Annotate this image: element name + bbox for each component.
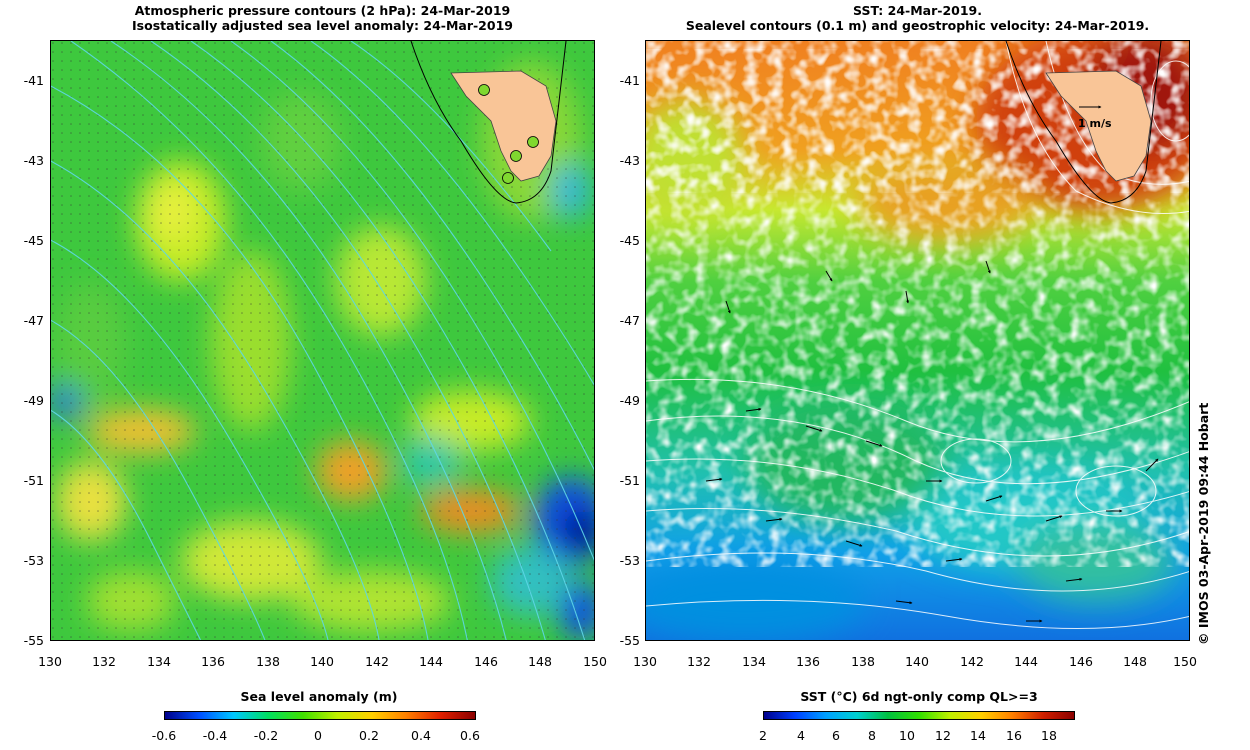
colorbar-tick-right: 6 [832, 728, 840, 743]
sea-level-anomaly-map [51, 41, 594, 640]
sea-level-colorbar [164, 711, 476, 720]
lat-tick: -45 [23, 233, 44, 248]
colorbar-tick: 0.2 [359, 728, 379, 743]
lat-tick: -47 [23, 313, 44, 328]
lat-tick-right: -55 [619, 633, 640, 648]
sst-colorbar [763, 711, 1075, 720]
colorbar-tick-right: 16 [1006, 728, 1022, 743]
right-map-panel: 1 m/s [645, 40, 1190, 641]
lon-tick-right: 132 [687, 654, 711, 669]
lon-tick: 148 [528, 654, 552, 669]
right-colorbar-label: SST (°C) 6d ngt-only comp QL>=3 [800, 689, 1038, 704]
lon-tick-right: 138 [851, 654, 875, 669]
lon-tick-right: 150 [1173, 654, 1197, 669]
lon-tick: 142 [365, 654, 389, 669]
velocity-scale-label: 1 m/s [1078, 117, 1112, 130]
lat-tick-right: -47 [619, 313, 640, 328]
colorbar-tick-right: 8 [868, 728, 876, 743]
lon-tick-right: 140 [905, 654, 929, 669]
imos-credit: © IMOS 03-Apr-2019 09:44 Hobart [1196, 402, 1211, 645]
colorbar-tick: 0.4 [411, 728, 431, 743]
lon-tick: 136 [201, 654, 225, 669]
lat-tick: -41 [23, 73, 44, 88]
colorbar-tick-right: 14 [970, 728, 986, 743]
lon-tick: 140 [310, 654, 334, 669]
lat-tick-right: -43 [619, 153, 640, 168]
lat-tick-right: -51 [619, 473, 640, 488]
tasmania-landmass [450, 70, 557, 182]
lat-tick-right: -41 [619, 73, 640, 88]
left-title: Atmospheric pressure contours (2 hPa): 2… [50, 3, 595, 33]
colorbar-tick: 0.6 [460, 728, 480, 743]
lon-tick-right: 148 [1123, 654, 1147, 669]
colorbar-tick-right: 18 [1041, 728, 1057, 743]
colorbar-tick: -0.6 [151, 728, 177, 743]
lat-tick: -43 [23, 153, 44, 168]
lon-tick: 132 [92, 654, 116, 669]
colorbar-tick-right: 10 [899, 728, 915, 743]
lat-tick: -55 [23, 633, 44, 648]
lat-tick: -49 [23, 393, 44, 408]
left-colorbar-label: Sea level anomaly (m) [240, 689, 398, 704]
left-title-line1: Atmospheric pressure contours (2 hPa): 2… [134, 3, 511, 18]
lon-tick: 134 [147, 654, 171, 669]
lon-tick-right: 144 [1014, 654, 1038, 669]
lon-tick: 150 [583, 654, 607, 669]
lon-tick: 144 [419, 654, 443, 669]
left-title-line2: Isostatically adjusted sea level anomaly… [132, 18, 513, 33]
colorbar-tick: 0 [314, 728, 322, 743]
lon-tick-right: 136 [796, 654, 820, 669]
right-title-line1: SST: 24-Mar-2019. [853, 3, 982, 18]
colorbar-tick: -0.4 [202, 728, 228, 743]
left-map-panel [50, 40, 595, 641]
sst-map [646, 41, 1189, 640]
right-title-line2: Sealevel contours (0.1 m) and geostrophi… [685, 18, 1150, 33]
lon-tick: 146 [474, 654, 498, 669]
colorbar-tick: -0.2 [253, 728, 279, 743]
lon-tick: 130 [38, 654, 62, 669]
lon-tick-right: 146 [1069, 654, 1093, 669]
lat-tick: -53 [23, 553, 44, 568]
lat-tick-right: -53 [619, 553, 640, 568]
colorbar-tick-right: 12 [935, 728, 951, 743]
right-title: SST: 24-Mar-2019. Sealevel contours (0.1… [645, 3, 1190, 33]
velocity-arrows [705, 260, 1159, 623]
lat-tick-right: -45 [619, 233, 640, 248]
lat-tick: -51 [23, 473, 44, 488]
lat-tick-right: -49 [619, 393, 640, 408]
lon-tick-right: 130 [633, 654, 657, 669]
lon-tick-right: 134 [742, 654, 766, 669]
colorbar-tick-right: 4 [797, 728, 805, 743]
lon-tick: 138 [256, 654, 280, 669]
colorbar-tick-right: 2 [759, 728, 767, 743]
tasmania-landmass-right [1045, 70, 1152, 182]
lon-tick-right: 142 [960, 654, 984, 669]
